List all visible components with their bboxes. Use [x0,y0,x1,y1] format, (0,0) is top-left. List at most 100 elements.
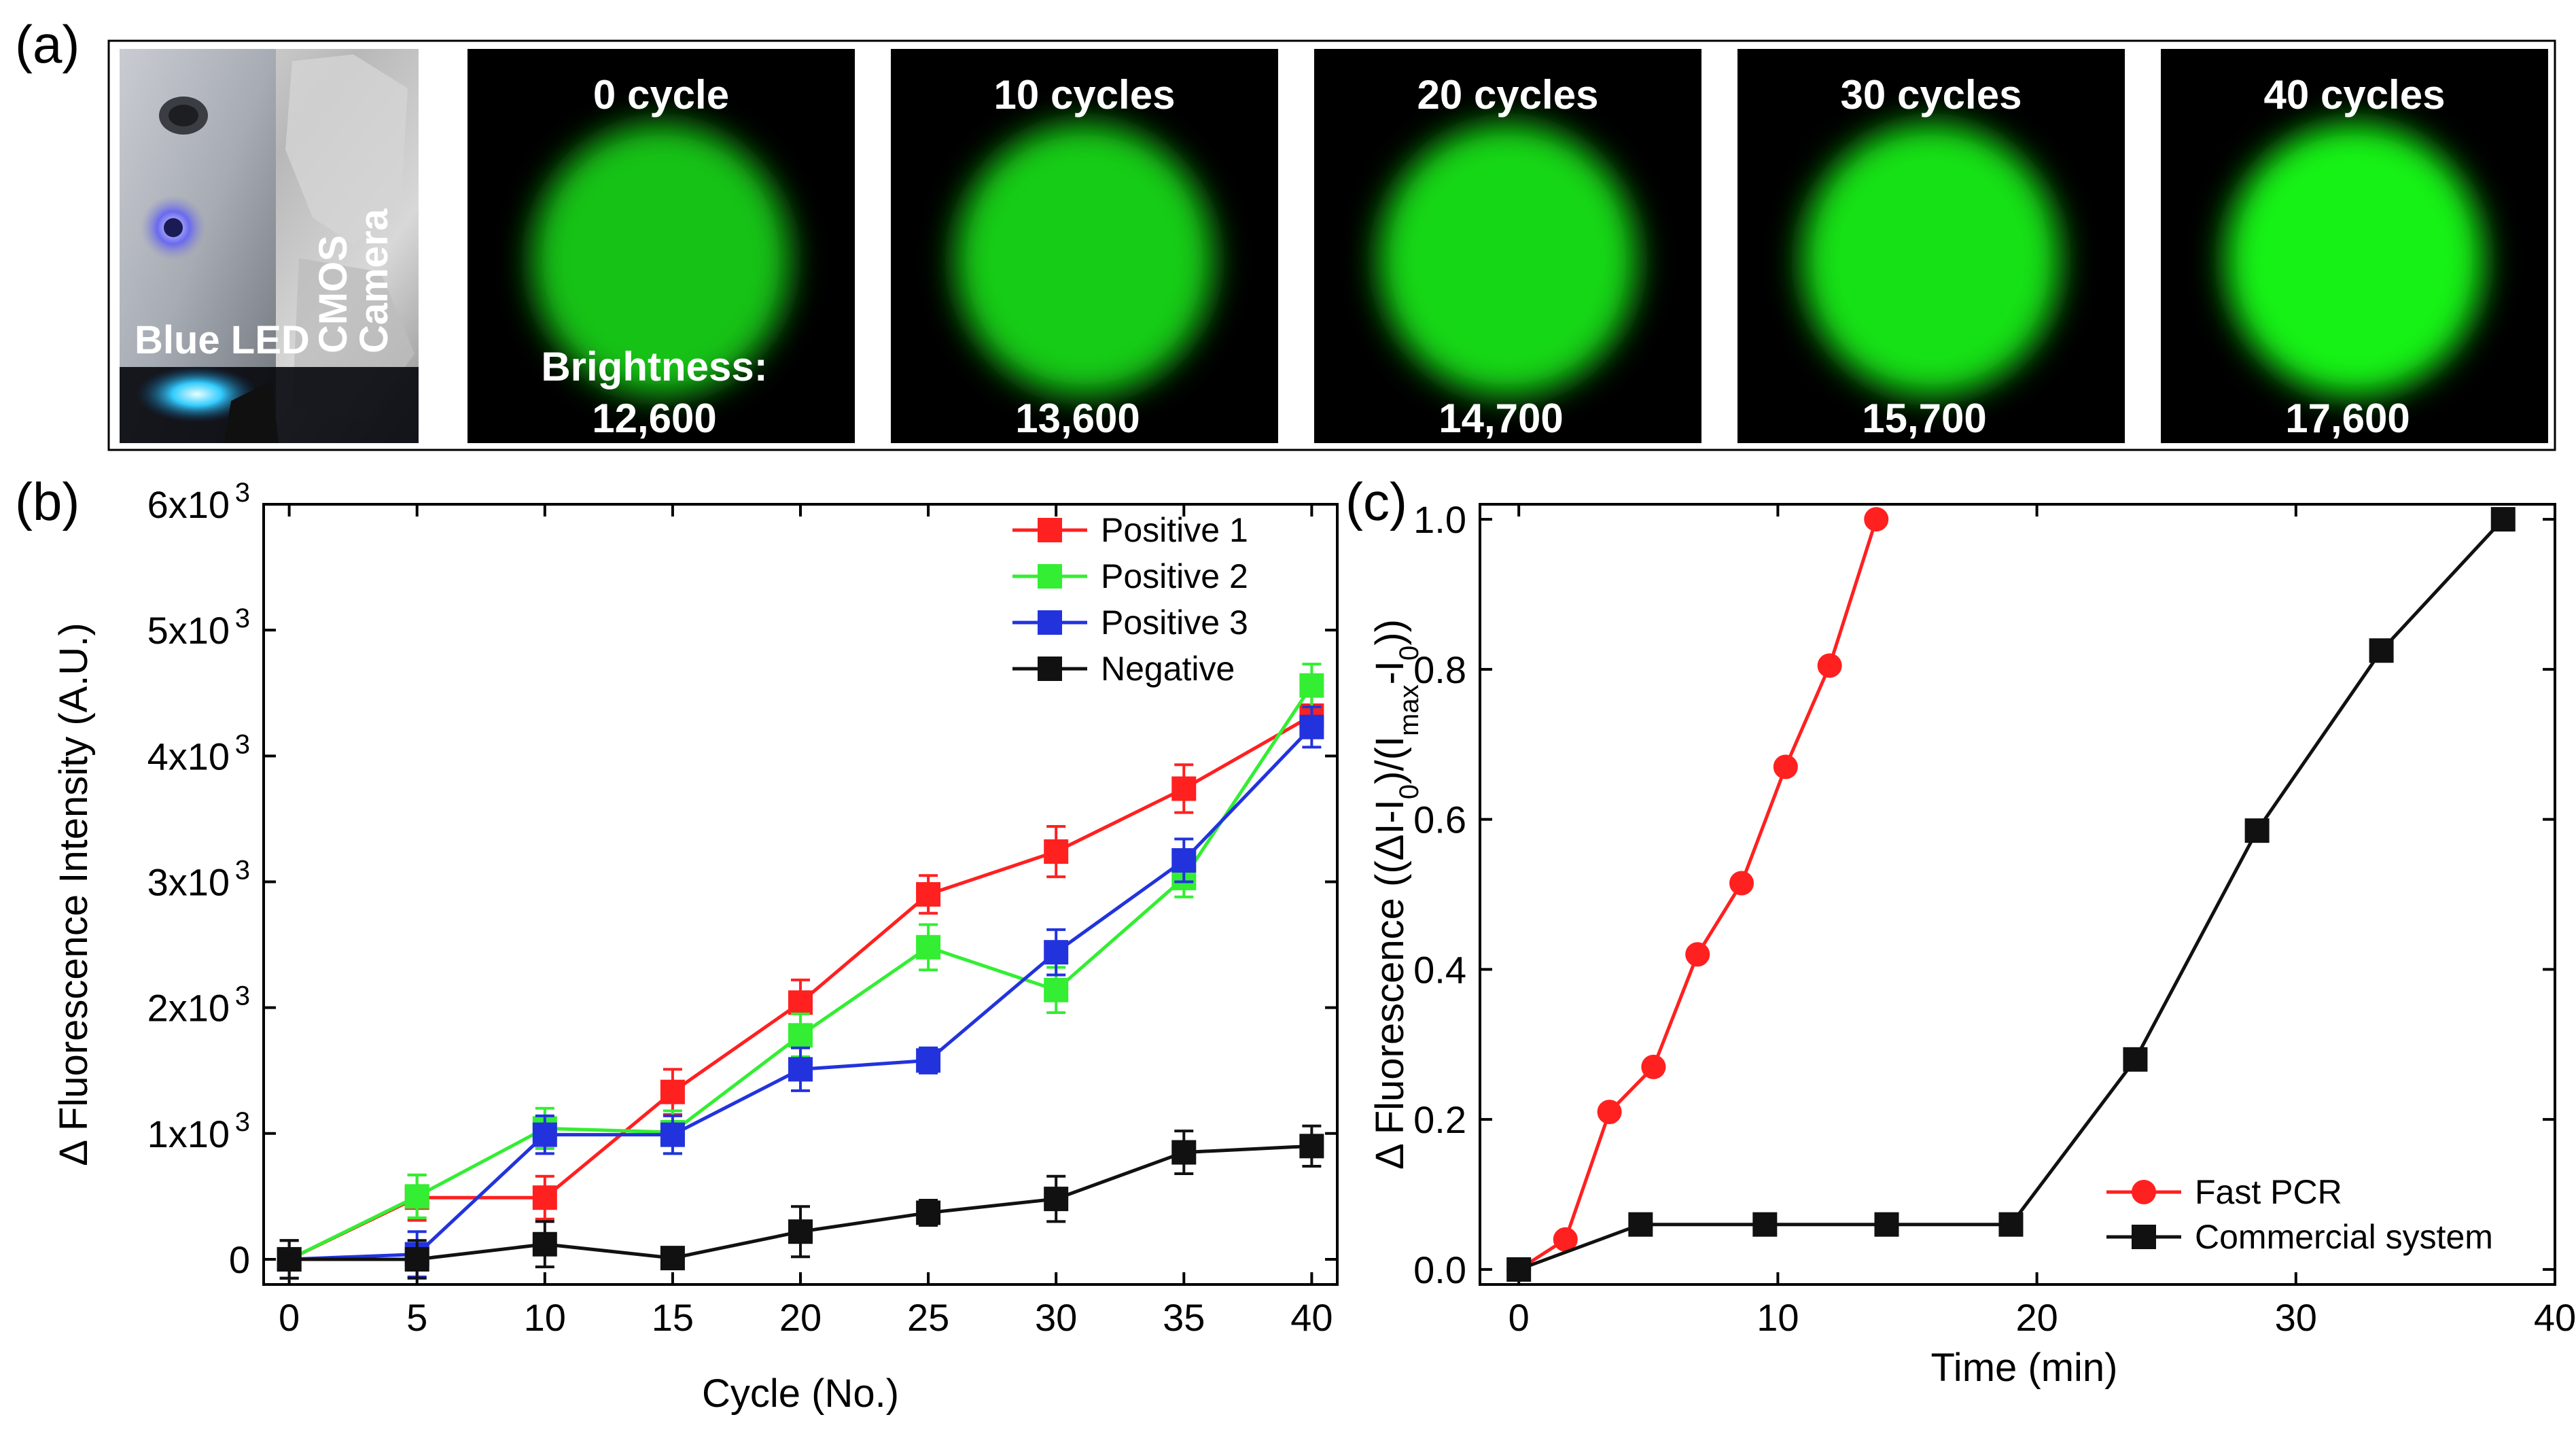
y-tick-exponent: 3 [235,604,250,633]
photo-led-glow [136,366,258,423]
y-tick-label: 1.0 [1413,498,1466,541]
brightness-value-3: 15,700 [1862,396,1987,441]
x-axis-title: Time (min) [1931,1346,2118,1390]
legend-marker-0 [1038,518,1062,542]
legend-label-0: Positive 1 [1101,511,1248,549]
data-point-2 [788,1057,813,1082]
data-point-0 [1773,754,1798,780]
y-tick-label: 6x10 [147,483,230,526]
y-tick-exponent: 3 [235,981,250,1011]
y-tick-exponent: 3 [235,729,250,759]
camera-label: Camera [352,208,396,353]
data-point-1 [1874,1212,1899,1237]
y-axis-title-part: )) [1368,619,1412,646]
y-tick-exponent: 3 [235,855,250,885]
series-line-1 [1518,518,2505,1272]
y-tick-exponent: 3 [235,478,250,508]
data-point-3 [1171,1140,1197,1165]
x-tick-label: 20 [2015,1296,2058,1339]
legend-marker-1 [2132,1225,2156,1249]
x-tick-label: 40 [2534,1296,2576,1339]
legend-label-3: Negative [1101,650,1235,688]
fluorescence-spot-3 [1802,124,2060,396]
data-point-1 [788,1023,813,1048]
data-point-2 [532,1122,557,1147]
y-tick-exponent: 3 [235,1107,250,1137]
legend-label-1: Positive 2 [1101,557,1248,595]
y-tick-label: 0.2 [1413,1098,1466,1141]
x-tick-label: 25 [907,1296,949,1339]
data-point-0 [916,882,941,907]
data-point-2 [916,1048,941,1073]
image-title-3: 30 cycles [1841,72,2022,118]
series-line-1 [288,684,1313,1261]
x-tick-label: 15 [652,1296,694,1339]
y-axis-title-part: )/(I [1368,736,1412,784]
data-point-0 [1044,839,1069,864]
legend-marker-3 [1038,657,1062,681]
data-point-3 [532,1231,557,1257]
y-tick-label: 0 [229,1238,250,1281]
x-tick-label: 30 [1035,1296,1077,1339]
data-point-3 [1299,1134,1324,1159]
data-point-0 [1597,1100,1622,1125]
x-tick-label: 0 [1508,1296,1530,1339]
x-tick-label: 35 [1163,1296,1205,1339]
legend-label-1: Commercial system [2195,1218,2493,1256]
fluorescence-images: 0 cycle Brightness: 12,600 10 cycles 13,600 2… [467,49,2548,443]
data-point-0 [1864,507,1889,532]
data-point-3 [916,1200,941,1225]
data-point-0 [1817,653,1842,678]
data-point-2 [660,1122,685,1147]
y-axis-title: Δ Fluorescence Intensity (A.U.) [52,623,96,1166]
data-point-0 [1729,871,1754,896]
image-title-1: 10 cycles [994,72,1176,118]
data-point-1 [2369,638,2394,663]
brightness-value-2: 14,700 [1439,396,1564,441]
y-tick-label: 3x10 [147,860,230,903]
data-point-3 [1044,1187,1069,1212]
data-point-1 [1506,1257,1532,1282]
data-point-1 [2123,1047,2148,1072]
fluorescence-spot-0 [532,124,790,396]
x-tick-label: 10 [1757,1296,1799,1339]
series-line-0 [1517,519,1878,1272]
setup-photo: Blue LED CMOS Camera [120,49,419,443]
image-title-0: 0 cycle [593,72,729,118]
data-point-3 [404,1246,429,1272]
data-point-0 [532,1185,557,1210]
data-point-1 [1044,977,1069,1002]
y-tick-label: 0.4 [1413,948,1466,991]
x-tick-label: 10 [524,1296,566,1339]
image-title-4: 40 cycles [2264,72,2446,118]
plot-frame [1479,503,2556,1286]
legend-marker-1 [1038,564,1062,589]
y-axis-title: Δ Fluorescence ((ΔI-I0)/(Imax-I0)) [1368,619,1424,1170]
data-point-1 [2490,507,2516,532]
data-point-1 [1628,1212,1653,1237]
brightness-value-1: 13,600 [1015,396,1140,441]
y-tick-label: 0.8 [1413,648,1466,691]
y-tick-label: 2x10 [147,987,230,1030]
y-tick-label: 0.0 [1413,1248,1466,1291]
data-point-2 [1044,940,1069,965]
data-point-1 [1752,1212,1778,1237]
data-point-0 [1685,942,1710,967]
data-point-0 [1171,776,1197,801]
y-tick-label: 5x10 [147,609,230,652]
y-axis-title-part: 0 [1394,646,1424,661]
legend-marker-0 [2132,1180,2156,1204]
brightness-prefix-0: Brightness: [541,344,767,389]
panel-c-label: (c) [1345,472,1407,531]
data-point-2 [1299,714,1324,739]
x-tick-label: 30 [2275,1296,2317,1339]
y-axis-title-part: Δ Fluorescence ((ΔI-I [1368,799,1412,1170]
cmos-label: CMOS [311,235,355,353]
brightness-value-4: 17,600 [2285,396,2410,441]
panel-b-label: (b) [15,472,80,531]
legend-marker-2 [1038,610,1062,635]
data-point-3 [277,1246,302,1272]
x-tick-label: 5 [406,1296,427,1339]
